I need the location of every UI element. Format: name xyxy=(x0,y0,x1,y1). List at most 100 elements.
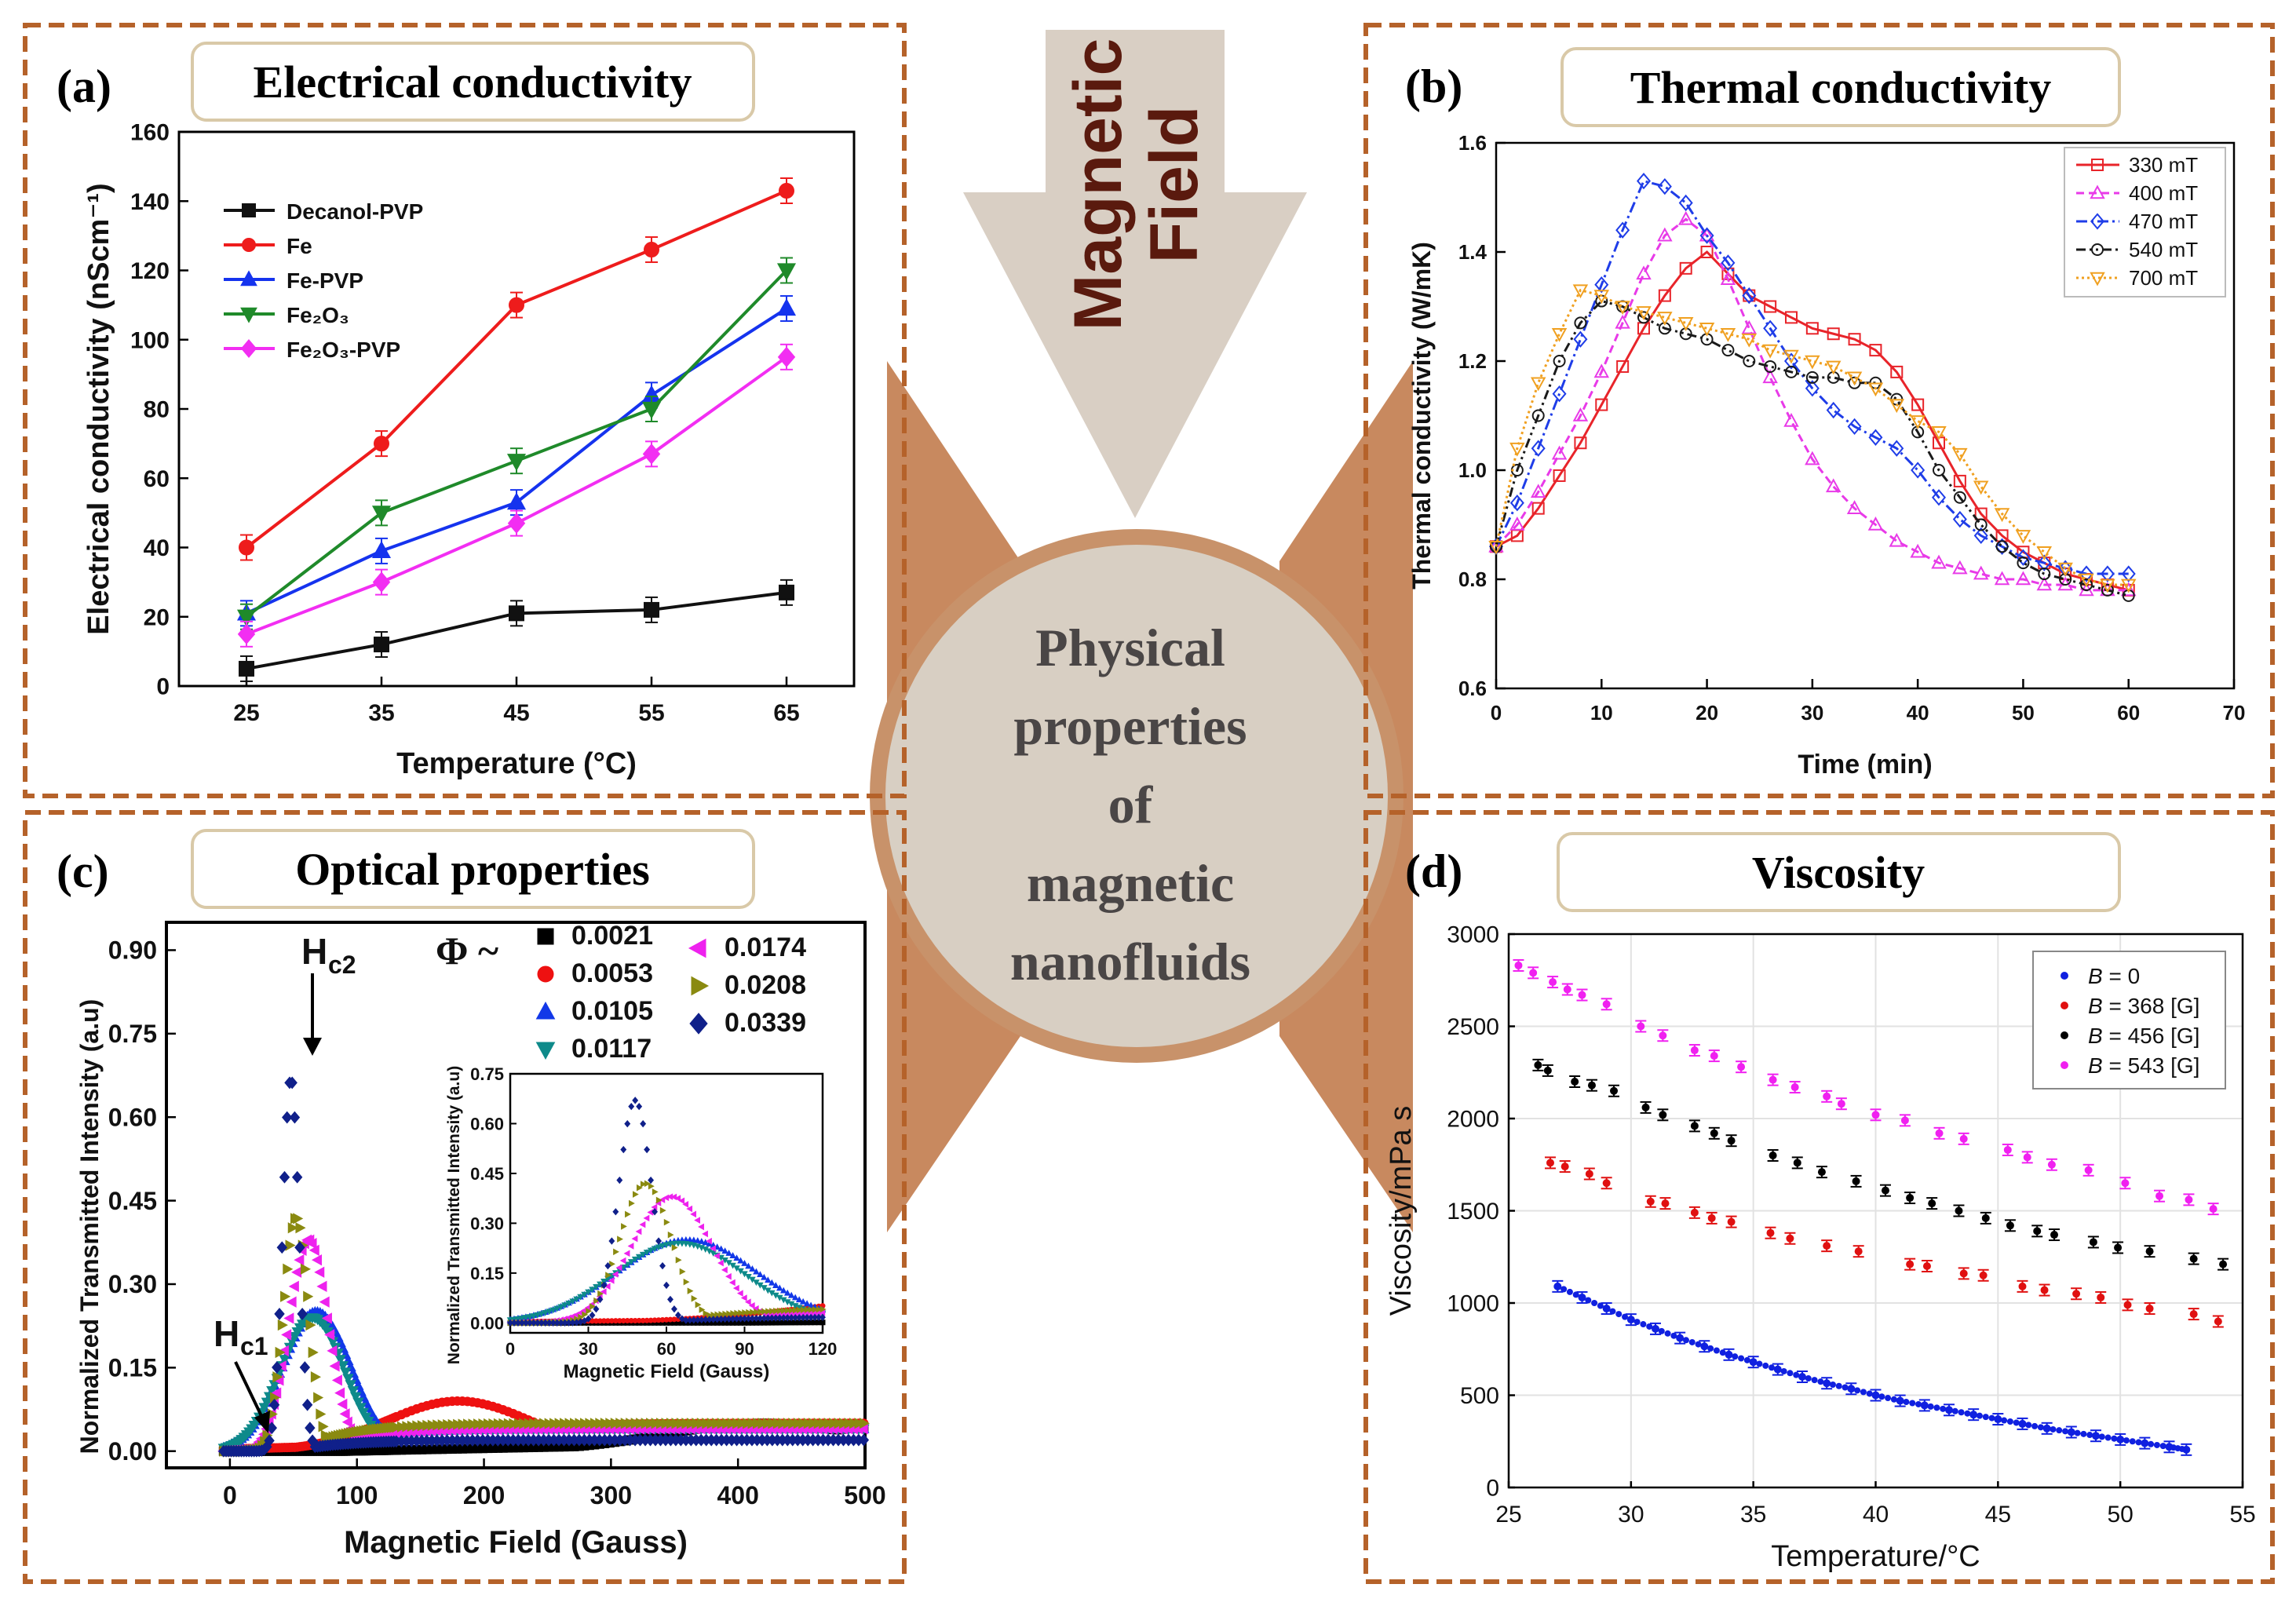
inset-data-point xyxy=(585,1315,592,1323)
panel-d-tab xyxy=(1557,832,2121,912)
data-point xyxy=(534,1418,545,1429)
x-tick-label: 35 xyxy=(368,700,394,726)
inset-data-point xyxy=(812,1306,819,1313)
data-point xyxy=(1973,527,1988,545)
data-point xyxy=(656,1418,667,1429)
legend-entry-4: 0.0174 xyxy=(688,933,806,962)
inset-x-tick-label: 60 xyxy=(657,1339,676,1359)
legend-marker xyxy=(2090,272,2105,287)
x-tick-label: 40 xyxy=(1907,701,1929,725)
x-axis-label: Time (min) xyxy=(1798,750,1932,779)
y-tick-label: 1.0 xyxy=(1458,458,1487,482)
data-point xyxy=(339,1367,352,1378)
legend-label: 0.0208 xyxy=(725,970,806,1000)
data-point xyxy=(2145,1247,2154,1256)
data-point xyxy=(493,1418,504,1430)
inset-data-point xyxy=(652,1188,659,1195)
data-point xyxy=(1881,1186,1889,1195)
legend-entry-5: 0.0208 xyxy=(691,970,806,1000)
inset-data-point xyxy=(593,1297,600,1305)
data-point xyxy=(305,1319,316,1331)
data-point xyxy=(839,1418,850,1429)
data-point xyxy=(2025,1422,2032,1429)
data-point xyxy=(422,1419,433,1432)
inset-data-point xyxy=(816,1305,823,1313)
data-point xyxy=(1531,409,1545,422)
series-0: Decanol-PVP xyxy=(224,199,794,682)
data-point xyxy=(661,1418,672,1429)
data-point xyxy=(349,1392,362,1403)
y-tick-label: 500 xyxy=(1460,1383,1499,1409)
inset-data-point xyxy=(640,1181,647,1188)
x-tick-label: 300 xyxy=(590,1481,632,1509)
data-point xyxy=(272,1371,283,1383)
data-point xyxy=(372,571,391,593)
data-point xyxy=(1909,1400,1916,1407)
center-line-4: magnetic xyxy=(1027,853,1234,913)
series-3: Fe₂O₃ xyxy=(224,257,797,630)
data-point xyxy=(2120,582,2137,597)
data-point xyxy=(2123,1301,2132,1309)
data-point xyxy=(1615,301,1630,315)
data-point xyxy=(282,1111,293,1124)
inset-y-tick-label: 0.60 xyxy=(470,1114,504,1133)
inset-data-point xyxy=(663,1242,670,1249)
data-point xyxy=(281,1329,292,1341)
data-point xyxy=(803,1418,814,1429)
center-line-5: nanofluids xyxy=(1010,932,1250,991)
data-point xyxy=(1823,1379,1831,1388)
data-point xyxy=(732,1418,743,1429)
inset-data-point xyxy=(791,1294,799,1301)
data-point xyxy=(1847,418,1862,436)
data-point xyxy=(1786,1234,1794,1243)
inset-data-point xyxy=(586,1307,593,1315)
data-point xyxy=(311,1254,323,1266)
inset-data-point xyxy=(687,1287,694,1294)
inset-data-point xyxy=(722,1310,729,1318)
inset-data-point xyxy=(729,1252,736,1258)
x-tick-label: 60 xyxy=(2117,701,2140,725)
data-point xyxy=(287,1076,297,1090)
data-point xyxy=(1721,254,1736,272)
inset-data-point xyxy=(706,1237,712,1245)
x-tick-label: 10 xyxy=(1590,701,1613,725)
data-point xyxy=(2062,1428,2069,1435)
data-point xyxy=(1837,1100,1845,1108)
data-point xyxy=(1587,1081,1596,1090)
center-line-2: properties xyxy=(1013,696,1247,756)
data-point xyxy=(2006,1221,2014,1230)
data-point xyxy=(666,1418,677,1429)
inset-data-point xyxy=(740,1294,747,1301)
inset-y-tick-label: 0.00 xyxy=(470,1313,504,1333)
data-point xyxy=(458,1418,469,1430)
data-point xyxy=(305,1422,316,1435)
legend-label: B = 543 [G] xyxy=(2088,1053,2199,1078)
data-point xyxy=(2121,565,2136,582)
data-point xyxy=(1610,1086,1619,1095)
data-point xyxy=(1636,173,1652,190)
data-point xyxy=(2050,1425,2057,1433)
data-point xyxy=(776,263,797,281)
inset-data-point xyxy=(542,1309,549,1316)
legend-label-rest: = 456 [G] xyxy=(2103,1024,2200,1048)
inset-data-point xyxy=(581,1291,588,1298)
data-point xyxy=(1530,377,1546,392)
data-point xyxy=(777,346,796,368)
inset-data-point xyxy=(639,1251,647,1258)
data-point xyxy=(1860,1389,1867,1396)
inset-data-point xyxy=(667,1295,673,1304)
legend-marker xyxy=(2061,1002,2068,1009)
data-point xyxy=(1509,442,1525,457)
panel-b-tab xyxy=(1560,47,2121,127)
data-point xyxy=(1710,1129,1718,1137)
legend-label: 0.0105 xyxy=(571,996,653,1026)
data-point xyxy=(1847,1385,1856,1393)
data-point xyxy=(646,1418,657,1429)
legend-marker xyxy=(537,928,554,945)
series-line xyxy=(1495,288,2129,586)
data-point xyxy=(503,1418,514,1429)
inset-data-point xyxy=(667,1231,674,1239)
series-2 xyxy=(1532,1058,2229,1271)
legend-label: 0.0117 xyxy=(571,1034,652,1064)
inset-data-point xyxy=(639,1221,646,1228)
